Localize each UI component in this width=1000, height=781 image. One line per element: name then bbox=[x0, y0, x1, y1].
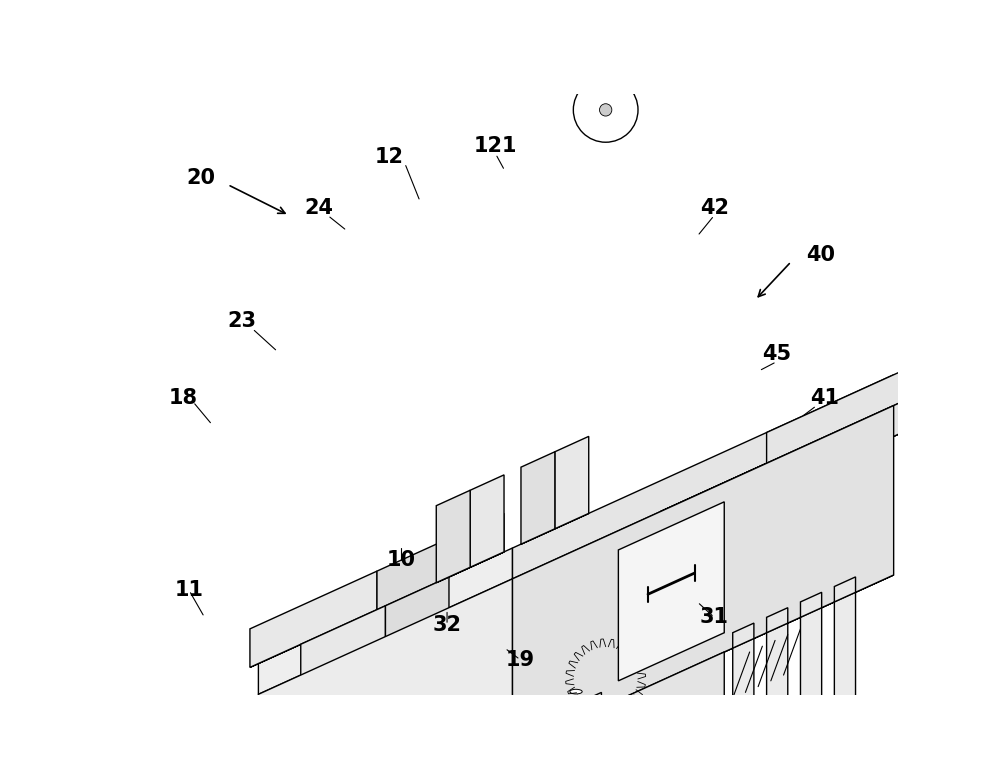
Polygon shape bbox=[525, 706, 631, 781]
Polygon shape bbox=[767, 623, 788, 748]
Polygon shape bbox=[512, 405, 894, 748]
Polygon shape bbox=[258, 575, 894, 781]
Polygon shape bbox=[479, 754, 754, 781]
Polygon shape bbox=[834, 592, 856, 718]
Polygon shape bbox=[479, 739, 500, 764]
Polygon shape bbox=[250, 552, 504, 668]
Polygon shape bbox=[512, 739, 788, 781]
Ellipse shape bbox=[570, 690, 582, 694]
Text: 24: 24 bbox=[304, 198, 333, 218]
Polygon shape bbox=[767, 608, 788, 633]
Polygon shape bbox=[470, 475, 504, 567]
Polygon shape bbox=[546, 708, 568, 733]
Polygon shape bbox=[301, 606, 385, 781]
Ellipse shape bbox=[994, 379, 1000, 383]
Text: 20: 20 bbox=[186, 169, 215, 188]
Text: 19: 19 bbox=[506, 650, 535, 669]
Ellipse shape bbox=[570, 738, 582, 743]
Polygon shape bbox=[800, 592, 822, 617]
Polygon shape bbox=[733, 623, 754, 648]
Polygon shape bbox=[834, 577, 856, 602]
Polygon shape bbox=[343, 779, 470, 781]
Polygon shape bbox=[661, 329, 1000, 512]
Ellipse shape bbox=[994, 355, 1000, 359]
Polygon shape bbox=[512, 723, 534, 748]
Ellipse shape bbox=[994, 387, 1000, 390]
Ellipse shape bbox=[570, 724, 582, 729]
Ellipse shape bbox=[570, 745, 582, 750]
Polygon shape bbox=[512, 375, 894, 579]
Text: 10: 10 bbox=[386, 550, 415, 569]
Text: 11: 11 bbox=[175, 580, 204, 601]
Ellipse shape bbox=[971, 450, 985, 492]
Polygon shape bbox=[521, 451, 555, 544]
Text: 18: 18 bbox=[168, 388, 197, 408]
Ellipse shape bbox=[570, 731, 582, 736]
Polygon shape bbox=[733, 639, 754, 764]
Ellipse shape bbox=[570, 703, 582, 708]
Polygon shape bbox=[512, 739, 534, 781]
Polygon shape bbox=[555, 437, 589, 529]
Circle shape bbox=[567, 15, 610, 59]
Text: 121: 121 bbox=[474, 136, 517, 156]
Ellipse shape bbox=[994, 348, 1000, 351]
Text: 23: 23 bbox=[227, 311, 256, 331]
Polygon shape bbox=[580, 693, 601, 718]
Text: 31: 31 bbox=[700, 608, 729, 627]
Ellipse shape bbox=[570, 751, 582, 756]
Polygon shape bbox=[703, 359, 1000, 523]
Polygon shape bbox=[479, 754, 500, 781]
Polygon shape bbox=[512, 652, 724, 781]
Ellipse shape bbox=[994, 371, 1000, 375]
Polygon shape bbox=[767, 298, 1000, 463]
Polygon shape bbox=[618, 502, 724, 681]
Polygon shape bbox=[580, 708, 856, 781]
Polygon shape bbox=[385, 577, 449, 779]
Text: 12: 12 bbox=[375, 147, 404, 167]
Polygon shape bbox=[258, 748, 512, 781]
Polygon shape bbox=[377, 513, 504, 610]
Polygon shape bbox=[258, 579, 512, 781]
Polygon shape bbox=[546, 723, 822, 781]
Ellipse shape bbox=[570, 696, 582, 701]
Circle shape bbox=[573, 77, 638, 142]
Ellipse shape bbox=[994, 363, 1000, 367]
Polygon shape bbox=[258, 405, 894, 694]
Text: 40: 40 bbox=[806, 245, 835, 266]
Text: 41: 41 bbox=[810, 388, 839, 408]
Polygon shape bbox=[580, 708, 601, 781]
Polygon shape bbox=[436, 552, 504, 583]
Circle shape bbox=[600, 104, 612, 116]
Polygon shape bbox=[258, 548, 512, 694]
Ellipse shape bbox=[975, 457, 985, 488]
Polygon shape bbox=[407, 722, 470, 781]
Polygon shape bbox=[258, 760, 724, 781]
Circle shape bbox=[584, 32, 593, 41]
Polygon shape bbox=[301, 750, 449, 781]
Polygon shape bbox=[250, 571, 377, 668]
Polygon shape bbox=[436, 490, 470, 583]
Polygon shape bbox=[343, 750, 407, 781]
Ellipse shape bbox=[570, 710, 582, 715]
Text: 45: 45 bbox=[762, 344, 791, 364]
Polygon shape bbox=[800, 608, 822, 733]
Polygon shape bbox=[546, 723, 568, 781]
Polygon shape bbox=[745, 329, 1000, 504]
Text: 32: 32 bbox=[433, 615, 462, 635]
Polygon shape bbox=[521, 513, 589, 544]
Ellipse shape bbox=[570, 717, 582, 722]
Text: 42: 42 bbox=[700, 198, 729, 218]
